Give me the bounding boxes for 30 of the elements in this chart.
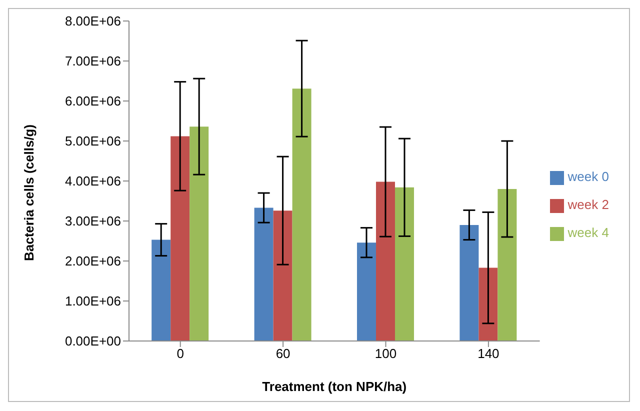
bar <box>394 187 414 341</box>
x-tick-label: 140 <box>478 346 500 362</box>
bar <box>273 210 292 341</box>
y-tick-label: 7.00E+06 <box>64 54 121 69</box>
bar <box>498 189 517 341</box>
y-tick-label: 5.00E+06 <box>64 134 121 149</box>
y-tick-label: 8.00E+06 <box>64 14 121 29</box>
legend-label: week 2 <box>568 197 609 212</box>
bar <box>152 240 171 341</box>
bar <box>292 88 312 341</box>
y-tick-label: 1.00E+06 <box>64 294 121 309</box>
y-tick-label: 2.00E+06 <box>64 254 121 269</box>
bar <box>356 242 376 341</box>
x-axis-title: Treatment (ton NPK/ha) <box>262 379 407 394</box>
bar <box>460 225 479 341</box>
y-tick-label: 4.00E+06 <box>64 174 121 189</box>
x-tick-label: 0 <box>176 346 184 362</box>
y-tick-label: 3.00E+06 <box>64 214 121 229</box>
y-tick-label: 0.00E+00 <box>64 334 121 349</box>
y-tick-label: 6.00E+06 <box>64 94 121 109</box>
x-tick-label: 100 <box>374 346 397 362</box>
bar <box>190 126 209 341</box>
bar <box>376 182 395 341</box>
legend-label: week 0 <box>568 169 609 184</box>
bar <box>478 268 498 341</box>
y-axis-title: Bacteria cells (cells/g) <box>22 124 37 261</box>
x-tick-label: 60 <box>276 346 290 362</box>
bar <box>254 208 274 341</box>
legend-label: week 4 <box>568 225 609 240</box>
bar <box>170 136 190 341</box>
